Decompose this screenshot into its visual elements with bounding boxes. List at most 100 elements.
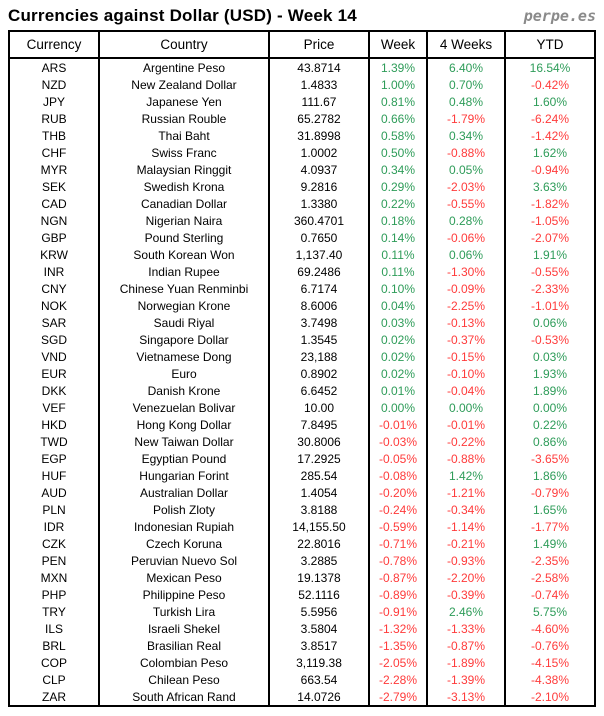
cell-week: -0.05% <box>370 450 428 467</box>
table-row: HUF Hungarian Forint 285.54 -0.08% 1.42% 1.86… <box>10 467 594 484</box>
cell-country: Venezuelan Bolivar <box>100 399 270 416</box>
cell-ytd: -2.35% <box>530 553 570 568</box>
cell-code: VND <box>10 348 100 365</box>
cell-code: JPY <box>10 93 100 110</box>
cell-week: -0.91% <box>370 603 428 620</box>
cell-code: RUB <box>10 110 100 127</box>
table-row: ARS Argentine Peso 43.8714 1.39% 6.40% 16.54% <box>10 59 594 76</box>
table-row: VEF Venezuelan Bolivar 10.00 0.00% 0.00% 0.00… <box>10 399 594 416</box>
cell-weeks4: 0.48% <box>428 93 506 110</box>
cell-country: Russian Rouble <box>100 110 270 127</box>
cell-week: -0.78% <box>370 552 428 569</box>
cell-code: TWD <box>10 433 100 450</box>
table-row: INR Indian Rupee 69.2486 0.11% -1.30% -0.55% <box>10 263 594 280</box>
cell-ytd: -0.76% <box>530 638 570 653</box>
cell-price: 3.5804 <box>270 620 370 637</box>
cell-weeks4: -0.88% <box>428 144 506 161</box>
cell-price: 1.3545 <box>270 331 370 348</box>
table-row: TWD New Taiwan Dollar 30.8006 -0.03% -0.22% 0… <box>10 433 594 450</box>
cell-ytd: 5.75% <box>532 604 568 619</box>
cell-week: -0.59% <box>370 518 428 535</box>
cell-weeks4: 0.05% <box>428 161 506 178</box>
cell-ytd: 0.22% <box>532 417 568 432</box>
table-row: GBP Pound Sterling 0.7650 0.14% -0.06% -2.07% <box>10 229 594 246</box>
cell-ytd: -1.42% <box>530 128 570 143</box>
table-row: NGN Nigerian Naira 360.4701 0.18% 0.28% -1.05… <box>10 212 594 229</box>
table-row: COP Colombian Peso 3,119.38 -2.05% -1.89% -4.… <box>10 654 594 671</box>
cell-ytd: 16.54% <box>529 60 571 75</box>
cell-code: ARS <box>10 59 100 76</box>
cell-code: THB <box>10 127 100 144</box>
cell-country: New Zealand Dollar <box>100 76 270 93</box>
cell-week: -0.87% <box>370 569 428 586</box>
cell-week: 0.04% <box>370 297 428 314</box>
cell-price: 14.0726 <box>270 688 370 705</box>
cell-week: 0.18% <box>370 212 428 229</box>
cell-code: GBP <box>10 229 100 246</box>
cell-price: 19.1378 <box>270 569 370 586</box>
cell-week: 0.50% <box>370 144 428 161</box>
cell-weeks4: -0.10% <box>428 365 506 382</box>
cell-weeks4: -2.20% <box>428 569 506 586</box>
cell-weeks4: 0.00% <box>428 399 506 416</box>
cell-country: Peruvian Nuevo Sol <box>100 552 270 569</box>
cell-country: Norwegian Krone <box>100 297 270 314</box>
cell-code: CHF <box>10 144 100 161</box>
cell-ytd: 1.65% <box>532 502 568 517</box>
cell-price: 22.8016 <box>270 535 370 552</box>
cell-weeks4: -2.25% <box>428 297 506 314</box>
table-row: SEK Swedish Krona 9.2816 0.29% -2.03% 3.63% <box>10 178 594 195</box>
cell-weeks4: -1.33% <box>428 620 506 637</box>
cell-code: CNY <box>10 280 100 297</box>
cell-weeks4: -0.39% <box>428 586 506 603</box>
cell-code: NZD <box>10 76 100 93</box>
cell-week: -0.24% <box>370 501 428 518</box>
cell-weeks4: -0.88% <box>428 450 506 467</box>
cell-code: INR <box>10 263 100 280</box>
table-row: KRW South Korean Won 1,137.40 0.11% 0.06% 1.9… <box>10 246 594 263</box>
cell-price: 1,137.40 <box>270 246 370 263</box>
column-header-ytd: YTD <box>536 37 564 52</box>
cell-weeks4: 1.42% <box>428 467 506 484</box>
cell-ytd: 1.49% <box>532 536 568 551</box>
cell-weeks4: -0.04% <box>428 382 506 399</box>
cell-week: 1.39% <box>370 59 428 76</box>
cell-price: 3,119.38 <box>270 654 370 671</box>
cell-weeks4: -1.30% <box>428 263 506 280</box>
table-row: RUB Russian Rouble 65.2782 0.66% -1.79% -6.24… <box>10 110 594 127</box>
cell-country: Vietnamese Dong <box>100 348 270 365</box>
cell-price: 14,155.50 <box>270 518 370 535</box>
table-row: VND Vietnamese Dong 23,188 0.02% -0.15% 0.03% <box>10 348 594 365</box>
cell-price: 69.2486 <box>270 263 370 280</box>
cell-week: 0.66% <box>370 110 428 127</box>
cell-code: NOK <box>10 297 100 314</box>
column-header-week: Week <box>370 32 428 57</box>
table-row: ZAR South African Rand 14.0726 -2.79% -3.13%… <box>10 688 594 705</box>
cell-weeks4: 0.70% <box>428 76 506 93</box>
cell-week: -0.89% <box>370 586 428 603</box>
cell-code: NGN <box>10 212 100 229</box>
cell-weeks4: -0.55% <box>428 195 506 212</box>
cell-ytd: 1.89% <box>532 383 568 398</box>
cell-price: 3.8188 <box>270 501 370 518</box>
cell-ytd: -3.65% <box>530 451 570 466</box>
cell-price: 9.2816 <box>270 178 370 195</box>
cell-country: Australian Dollar <box>100 484 270 501</box>
cell-ytd: 0.06% <box>532 315 568 330</box>
cell-code: MYR <box>10 161 100 178</box>
cell-country: Egyptian Pound <box>100 450 270 467</box>
cell-country: Canadian Dollar <box>100 195 270 212</box>
cell-ytd: -1.05% <box>530 213 570 228</box>
cell-ytd: -2.58% <box>530 570 570 585</box>
cell-code: COP <box>10 654 100 671</box>
cell-code: ILS <box>10 620 100 637</box>
table-row: EGP Egyptian Pound 17.2925 -0.05% -0.88% -3.6… <box>10 450 594 467</box>
cell-weeks4: -1.21% <box>428 484 506 501</box>
cell-country: Polish Zloty <box>100 501 270 518</box>
cell-ytd: -2.33% <box>530 281 570 296</box>
cell-country: South Korean Won <box>100 246 270 263</box>
cell-week: 0.81% <box>370 93 428 110</box>
cell-ytd: 0.03% <box>532 349 568 364</box>
table-row: CNY Chinese Yuan Renminbi 6.7174 0.10% -0.09… <box>10 280 594 297</box>
